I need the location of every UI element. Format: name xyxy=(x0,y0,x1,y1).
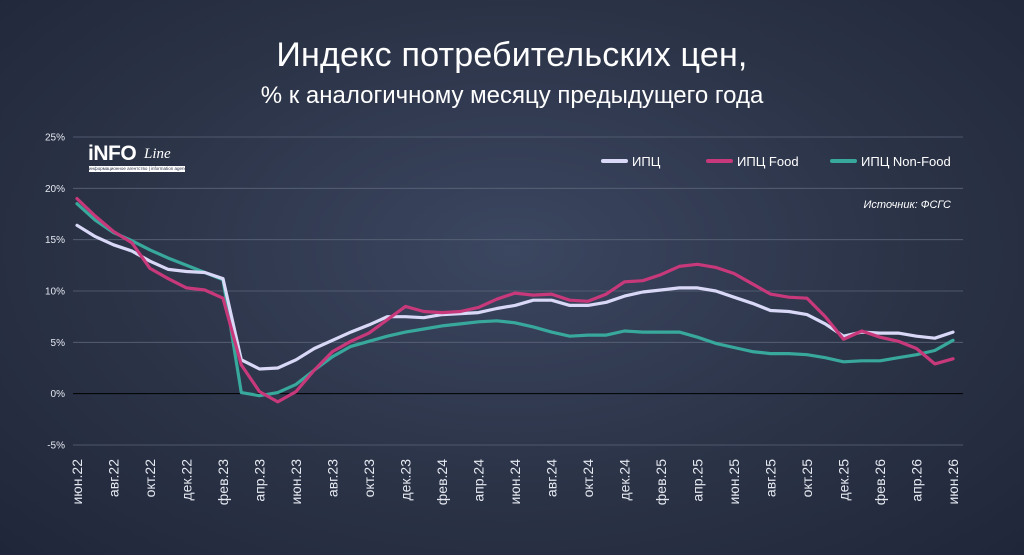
x-tick-label: июн.25 xyxy=(726,459,742,505)
x-tick-label: авг.22 xyxy=(106,459,122,497)
y-tick-label: 10% xyxy=(45,287,65,298)
chart-subtitle: % к аналогичному месяцу предыдущего года xyxy=(260,82,764,109)
legend: ИПЦ ИПЦ Food ИПЦ Non-Food xyxy=(601,154,951,169)
x-tick-label: апр.26 xyxy=(909,459,925,502)
chart-title: Индекс потребительских цен, xyxy=(276,36,748,74)
logo-main-text: iNFO xyxy=(88,142,137,165)
x-tick-label: авг.24 xyxy=(544,459,560,497)
x-tick-label: июн.26 xyxy=(945,459,961,505)
y-tick-label: 15% xyxy=(45,235,65,246)
x-tick-label: окт.25 xyxy=(799,459,815,498)
x-tick-label: фев.26 xyxy=(872,459,888,505)
y-tick-label: 5% xyxy=(51,338,66,349)
x-tick-label: апр.24 xyxy=(471,459,487,502)
x-tick-label: июн.24 xyxy=(507,459,523,505)
x-tick-label: апр.25 xyxy=(690,459,706,502)
x-tick-label: фев.24 xyxy=(434,459,450,505)
series-cpi xyxy=(75,223,955,371)
x-tick-label: окт.23 xyxy=(361,459,377,498)
x-tick-label: фев.23 xyxy=(215,459,231,505)
y-tick-label: 20% xyxy=(45,184,65,195)
legend-label-cpi: ИПЦ xyxy=(632,154,661,169)
x-tick-label: окт.24 xyxy=(580,459,596,498)
x-tick-label: дек.22 xyxy=(179,459,195,501)
x-tick-label: авг.23 xyxy=(325,459,341,497)
grid-layer xyxy=(73,136,963,446)
x-tick-label: дек.24 xyxy=(617,459,633,501)
x-tick-label: июн.22 xyxy=(69,459,85,505)
legend-label-cpi-food: ИПЦ Food xyxy=(737,154,799,169)
infoline-logo: iNFO Line информационное агентство | inf… xyxy=(88,142,188,174)
y-tick-label: 25% xyxy=(45,133,65,144)
legend-label-cpi-nonfood: ИПЦ Non-Food xyxy=(861,154,951,169)
x-tick-label: авг.25 xyxy=(763,459,779,497)
y-axis-ticks: -5% 0% 5% 10% 15% 20% 25% xyxy=(45,133,65,452)
logo-script-text: Line xyxy=(144,146,171,162)
y-tick-label: 0% xyxy=(51,389,66,400)
x-tick-label: дек.23 xyxy=(398,459,414,501)
series-cpi-nonfood xyxy=(75,202,955,398)
source-note: Источник: ФСГС xyxy=(864,199,952,211)
y-tick-label: -5% xyxy=(47,441,65,452)
x-axis-ticks: июн.22 авг.22 окт.22 дек.22 фев.23 апр.23 июн.… xyxy=(69,459,961,505)
logo-tagline: информационное агентство | information a… xyxy=(89,166,185,172)
x-tick-label: дек.25 xyxy=(836,459,852,501)
series-cpi-food xyxy=(75,197,955,404)
series-layer xyxy=(75,197,955,404)
x-tick-label: апр.23 xyxy=(252,459,268,502)
x-tick-label: окт.22 xyxy=(142,459,158,498)
x-tick-label: июн.23 xyxy=(288,459,304,505)
x-tick-label: фев.25 xyxy=(653,459,669,505)
